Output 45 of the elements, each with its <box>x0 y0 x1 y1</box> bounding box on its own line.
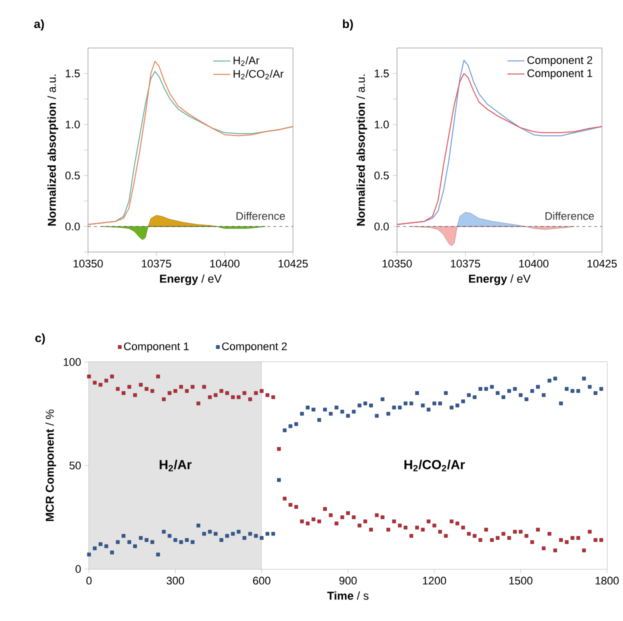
legend-label: Component 1 <box>124 342 189 352</box>
chart-title: b) <box>342 19 353 30</box>
y-tick-label: 0 <box>76 565 81 573</box>
y-tick-label: 1.5 <box>374 70 389 78</box>
x-tick-label: 600 <box>253 576 270 585</box>
x-tick-label: 10350 <box>74 260 103 268</box>
x-tick-label: 10425 <box>278 260 308 268</box>
x-tick-label: 300 <box>166 576 184 585</box>
y-axis-title: Normalized absorption / a.u. <box>47 74 58 226</box>
band-label: H$_{2}$/Ar <box>160 460 192 472</box>
y-tick-label: 0.5 <box>65 172 80 180</box>
annotation: Difference <box>236 212 285 220</box>
legend-label: Component 2 <box>527 56 592 66</box>
x-axis-title: Time / s <box>327 591 368 600</box>
y-tick-label: 0.5 <box>374 172 389 180</box>
x-tick-label: 10375 <box>450 260 480 268</box>
y-axis-title: Normalized absorption / a.u. <box>356 74 368 226</box>
y-tick-label: 1.0 <box>66 120 80 128</box>
y-tick-label: 50 <box>69 462 81 470</box>
legend-label: H$_{2}$/Ar <box>234 56 260 66</box>
y-tick-label: 0.0 <box>65 222 80 230</box>
x-tick-label: 10400 <box>210 260 240 268</box>
x-tick-label: 1800 <box>596 576 619 585</box>
x-tick-label: 10375 <box>142 260 172 268</box>
y-tick-label: 100 <box>64 358 81 366</box>
y-axis-title: MCR Component / % <box>45 410 56 522</box>
x-tick-label: 10400 <box>519 260 548 268</box>
legend-label: H$_{2}$/CO$_{2}$/Ar <box>234 70 284 80</box>
legend-label: Component 1 <box>527 69 592 80</box>
band-label: H$_{2}$/CO$_{2}$/Ar <box>404 460 465 472</box>
y-tick-label: 0.0 <box>374 222 389 230</box>
y-tick-label: 1.5 <box>66 70 80 78</box>
x-tick-label: 0 <box>86 576 92 585</box>
x-tick-label: 900 <box>339 576 357 585</box>
x-axis-title: Energy / eV <box>160 274 222 286</box>
x-tick-label: 1200 <box>422 576 446 585</box>
y-tick-label: 1.0 <box>374 120 389 128</box>
x-tick-label: 10350 <box>382 260 412 268</box>
x-tick-label: 10425 <box>588 260 617 268</box>
x-tick-label: 1500 <box>509 576 532 585</box>
annotation: Difference <box>546 212 594 220</box>
legend-label: Component 2 <box>222 342 287 352</box>
chart-title: c) <box>35 333 45 345</box>
x-axis-title: Energy / eV <box>469 274 531 286</box>
chart-title: a) <box>34 19 44 30</box>
